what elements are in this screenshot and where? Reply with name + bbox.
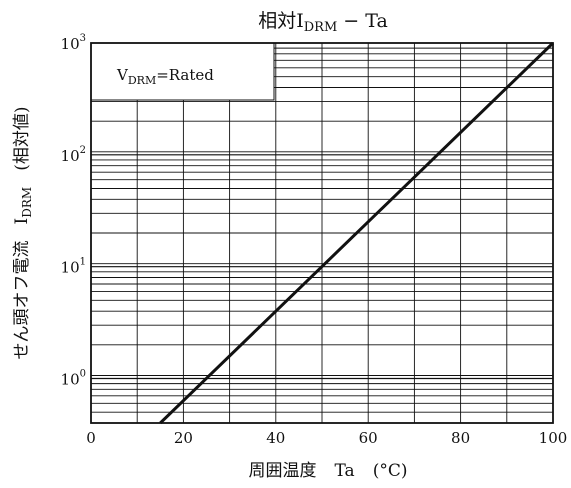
- y-tick-labels: 100 101 102 103: [61, 33, 86, 388]
- annotation-subscript: DRM: [128, 74, 156, 87]
- y-tick-label: 100: [61, 368, 86, 388]
- chart-title-prefix: 相対: [258, 10, 296, 32]
- series-layer: [159, 41, 555, 425]
- y-axis-label-text: せん頭オフ電流: [12, 240, 32, 359]
- y-axis-label-symbol: I: [12, 218, 32, 225]
- x-axis-label-unit: (°C): [373, 461, 408, 481]
- plot-frame: [90, 42, 554, 424]
- x-axis-label-text: 周囲温度: [249, 461, 317, 481]
- x-tick-label: 60: [359, 429, 378, 447]
- y-tick-label: 101: [61, 257, 86, 277]
- x-tick-label: 20: [174, 429, 193, 447]
- x-tick-label: 100: [539, 429, 568, 447]
- y-axis-label: せん頭オフ電流 IDRM (相対値): [12, 107, 34, 360]
- y-tick-label: 102: [61, 145, 86, 165]
- x-tick-labels: 0 20 40 60 80 100: [86, 429, 567, 447]
- x-tick-label: 80: [451, 429, 470, 447]
- chart-title-suffix: − Ta: [337, 10, 388, 32]
- y-axis-label-subscript: DRM: [20, 187, 34, 218]
- annotation-label: VDRM=Rated: [116, 66, 214, 87]
- chart-title: 相対IDRM − Ta: [258, 10, 388, 35]
- x-axis-label-symbol: Ta: [335, 461, 355, 481]
- x-tick-label: 40: [266, 429, 285, 447]
- series-line-0: [159, 41, 555, 425]
- chart-title-subscript: DRM: [304, 20, 338, 35]
- x-gridlines: [136, 43, 508, 423]
- annotation-symbol: V: [116, 66, 129, 84]
- x-tick-label: 0: [86, 429, 96, 447]
- annotation-text: =Rated: [156, 66, 214, 84]
- x-axis-label: 周囲温度 Ta (°C): [249, 461, 408, 481]
- y-tick-label: 103: [61, 33, 86, 53]
- y-axis-label-unit: (相対値): [12, 107, 32, 171]
- chart-title-symbol: I: [296, 10, 304, 32]
- annotation-box: [90, 42, 275, 101]
